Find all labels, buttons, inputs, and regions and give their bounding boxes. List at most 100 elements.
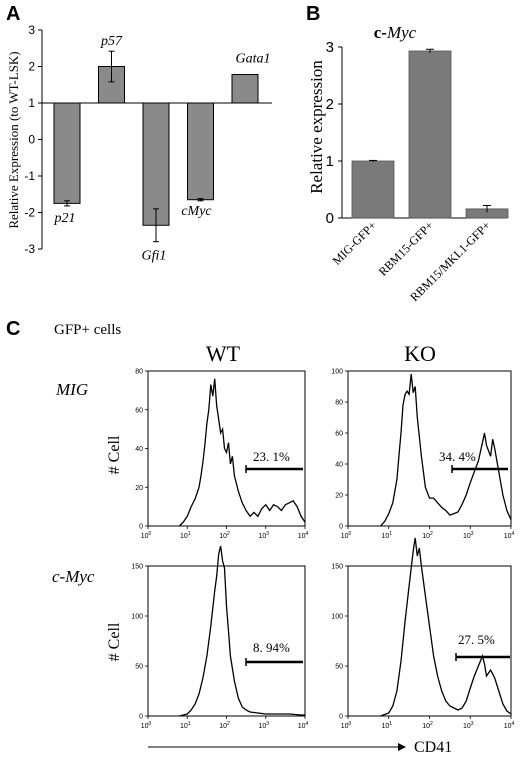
histogram-xtick-label: 103: [258, 721, 269, 730]
histogram-ylabel-bottom: # Cell: [106, 622, 123, 661]
panel-b-ytick-label: 2: [326, 96, 334, 113]
gate-percent-label: 8. 94%: [253, 640, 290, 655]
panel-b-title-prefix: c-: [374, 23, 388, 42]
panel-label-b: B: [306, 3, 320, 25]
histogram-ytick-label: 80: [135, 369, 143, 376]
column-header-ko: KO: [404, 341, 436, 366]
panel-b-ylabel: Relative expression: [307, 60, 326, 194]
panel-b-ytick-label: 3: [326, 39, 334, 56]
histogram-xtick-exponent: 4: [306, 531, 309, 537]
panel-b: B c-Myc Relative expression 0 1 2 3 MIG-GFP…: [306, 3, 509, 304]
panel-a-ytick-label: -3: [24, 242, 35, 256]
panel-b-bar: [408, 50, 452, 219]
histogram-xtick-label: 102: [219, 721, 230, 730]
histogram-xtick-exponent: 3: [266, 531, 269, 537]
gate-percent-label: 34. 4%: [439, 449, 476, 464]
histogram-xtick-exponent: 2: [430, 531, 433, 537]
panel-a-bar: [142, 102, 170, 226]
histogram-ytick-label: 150: [131, 564, 143, 571]
panel-b-bars: MIG-GFP+RBM15-GFP+RBM15/MKL1-GFP+: [330, 48, 509, 304]
row-header-c-myc: c-Myc: [52, 567, 95, 586]
column-header-wt: WT: [206, 341, 241, 366]
histogram-ytick-label: 50: [135, 664, 143, 671]
histogram-xtick-label: 102: [219, 531, 230, 540]
histogram-xtick-label: 102: [422, 531, 433, 540]
histogram-xtick-label: 103: [463, 531, 474, 540]
panel-b-ytick-label: 0: [326, 210, 334, 227]
panel-a-bar: [53, 102, 81, 204]
histogram-curve: [380, 537, 512, 717]
histogram-xtick-label: 104: [298, 531, 309, 540]
panel-a-bar: [231, 74, 259, 104]
histogram-xtick-exponent: 1: [188, 721, 191, 727]
histogram-xtick-label: 100: [141, 531, 152, 540]
histogram-ytick-label: 20: [135, 485, 143, 492]
histogram-xtick-label: 104: [298, 721, 309, 730]
panel-a-bars: p21 p57 Gfi1 cMyc Gata1: [53, 34, 271, 264]
histogram-xtick-label: 100: [141, 721, 152, 730]
histogram-ytick-label: 50: [335, 664, 343, 671]
histogram-ytick-label: 100: [331, 369, 343, 376]
histogram-ytick-label: 80: [335, 400, 343, 407]
histogram-xtick-exponent: 3: [266, 721, 269, 727]
histogram-xtick-exponent: 0: [349, 721, 352, 727]
panel-a-ytick-label: 0: [28, 133, 35, 147]
histogram-xtick-exponent: 2: [227, 721, 230, 727]
histogram-ytick-label: 40: [335, 462, 343, 469]
histogram-xtick-label: 101: [180, 531, 191, 540]
histogram-xtick-exponent: 4: [512, 721, 515, 727]
row-header-mig: MIG: [55, 380, 88, 399]
panel-a-ytick-label: 3: [28, 23, 35, 37]
histogram-ytick-label: 100: [131, 614, 143, 621]
histogram-ytick-label: 150: [331, 564, 343, 571]
panel-b-category-label: RBM15-GFP+: [376, 218, 437, 279]
panel-a-bar-label: p57: [100, 34, 123, 49]
histogram-xtick-exponent: 1: [389, 721, 392, 727]
panel-a-ytick-label: -2: [24, 206, 35, 220]
panel-label-c: C: [6, 318, 20, 340]
panel-c-subtitle: GFP+ cells: [54, 322, 121, 338]
panel-a-ylabel: Relative Expression (to WT-LSK): [6, 51, 21, 228]
histogram-xtick-exponent: 0: [149, 721, 152, 727]
panel-a: A Relative Expression (to WT-LSK) -3 -2 -1…: [6, 3, 272, 264]
histogram-frame: [347, 370, 512, 527]
histogram-xtick-exponent: 3: [471, 721, 474, 727]
histogram-xtick-label: 101: [180, 721, 191, 730]
histogram-xtick-label: 103: [258, 531, 269, 540]
histogram-xtick-exponent: 0: [149, 531, 152, 537]
histogram-xtick-exponent: 4: [512, 531, 515, 537]
panel-c: C GFP+ cells WT KO MIG c-Myc # Cell # Ce…: [6, 318, 515, 756]
histogram-ytick-label: 20: [335, 493, 343, 500]
panel-b-category-label: MIG-GFP+: [330, 218, 380, 268]
gate-percent-label: 27. 5%: [458, 632, 495, 647]
panel-label-a: A: [6, 3, 20, 25]
histogram-xtick-label: 103: [463, 721, 474, 730]
panel-a-bar: [187, 102, 214, 201]
histogram-ytick-label: 0: [139, 714, 143, 721]
histogram-curve: [380, 374, 512, 527]
histogram-xtick-label: 100: [341, 721, 352, 730]
histogram-curve: [179, 545, 305, 717]
panel-a-ytick-label: -1: [24, 169, 35, 183]
panel-a-ytick-label: 1: [28, 96, 35, 110]
panel-b-bar: [351, 160, 395, 219]
panel-a-bar-label: cMyc: [181, 204, 212, 219]
histogram-curve: [178, 378, 306, 527]
histogram-xlabel: CD41: [414, 739, 452, 756]
histogram-ytick-label: 0: [339, 524, 343, 531]
histogram-xtick-exponent: 2: [227, 531, 230, 537]
histogram-ytick-label: 40: [135, 446, 143, 453]
histogram-ytick-label: 0: [139, 524, 143, 531]
histogram-xtick-label: 104: [504, 531, 515, 540]
panel-a-bar-label: p21: [54, 211, 76, 226]
gate-percent-label: 23. 1%: [253, 449, 290, 464]
panel-b-ytick-label: 1: [326, 153, 334, 170]
histogram-xtick-label: 100: [341, 531, 352, 540]
histogram-ytick-label: 60: [135, 407, 143, 414]
